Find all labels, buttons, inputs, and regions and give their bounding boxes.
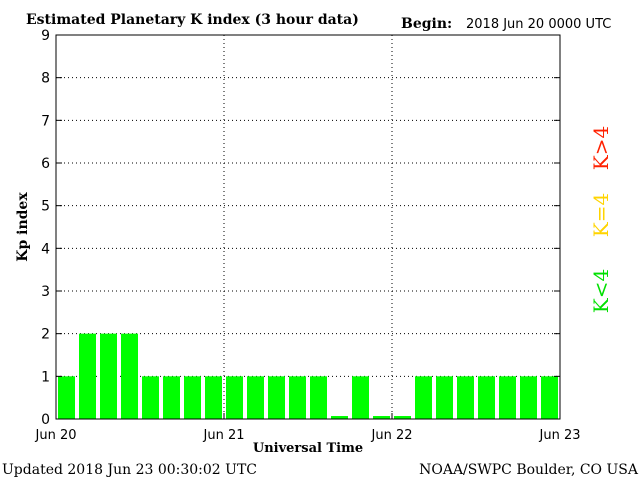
kp-bar [394, 416, 411, 419]
chart-title: Estimated Planetary K index (3 hour data… [26, 12, 359, 28]
legend-k-greater-4: K>4 [589, 126, 613, 170]
legend-k-less-4: K<4 [589, 269, 613, 313]
y-axis-ticks: 0 1 2 3 4 5 6 7 8 9 [41, 28, 560, 428]
grid-lines [56, 35, 560, 419]
y-axis-label: Kp index [15, 192, 31, 262]
y-tick-label: 1 [41, 369, 50, 385]
plot-frame [55, 34, 561, 420]
kp-bar [226, 376, 243, 419]
kp-bar [352, 376, 369, 419]
updated-timestamp: Updated 2018 Jun 23 00:30:02 UTC [2, 462, 257, 478]
x-tick-label: Jun 22 [371, 428, 413, 443]
kp-bar [79, 333, 96, 419]
y-tick-label: 3 [41, 284, 50, 300]
legend-k-equal-4: K=4 [589, 193, 613, 237]
y-tick-label: 4 [41, 241, 50, 257]
source-credit: NOAA/SWPC Boulder, CO USA [419, 462, 639, 478]
kp-bar [268, 376, 285, 419]
y-tick-label: 9 [41, 28, 50, 44]
kp-bar [289, 376, 306, 419]
x-axis-ticks: Jun 20 Jun 21 Jun 22 Jun 23 [35, 413, 581, 443]
y-tick-label: 5 [41, 199, 50, 215]
kp-bar [478, 376, 495, 419]
kp-bar [310, 376, 327, 419]
kp-bar [163, 376, 180, 419]
x-axis-label: Universal Time [253, 441, 363, 456]
kp-bar [100, 333, 117, 419]
y-tick-label: 0 [41, 412, 50, 428]
kp-bar [457, 376, 474, 419]
y-tick-label: 6 [41, 156, 50, 172]
kp-bar [373, 416, 390, 419]
kp-bar [58, 376, 75, 419]
x-tick-label: Jun 23 [539, 428, 581, 443]
y-tick-label: 2 [41, 327, 50, 343]
kp-bar [184, 376, 201, 419]
bars-group [58, 333, 558, 419]
kp-bar [541, 376, 558, 419]
x-tick-label: Jun 20 [35, 428, 77, 443]
kp-bar [247, 376, 264, 419]
kp-bar [436, 376, 453, 419]
kp-bar [142, 376, 159, 419]
kp-bar [331, 416, 348, 419]
kp-bar [520, 376, 537, 419]
kp-bar [415, 376, 432, 419]
x-tick-label: Jun 21 [203, 428, 245, 443]
kp-bar [121, 333, 138, 419]
begin-value: 2018 Jun 20 0000 UTC [466, 17, 611, 32]
y-tick-label: 7 [41, 113, 50, 129]
y-tick-label: 8 [41, 71, 50, 87]
begin-label: Begin: [401, 16, 452, 32]
kp-bar [205, 376, 222, 419]
kp-bar [499, 376, 516, 419]
